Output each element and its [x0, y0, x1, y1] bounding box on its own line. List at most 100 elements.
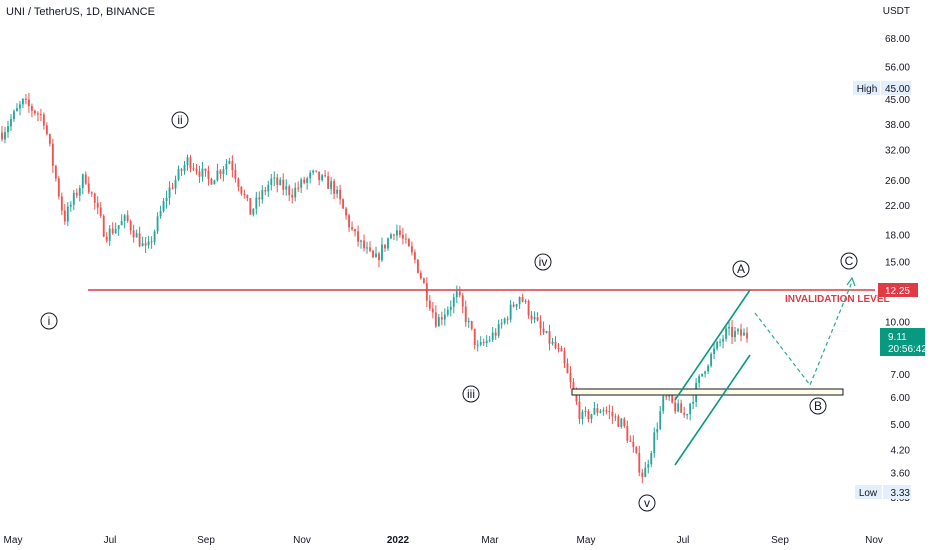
- candle: [204, 168, 207, 177]
- candle: [147, 235, 150, 249]
- candle: [4, 126, 6, 144]
- candle: [315, 170, 318, 173]
- candle: [632, 435, 635, 453]
- price-tick-11: 26.00: [885, 176, 910, 187]
- invalidation-price-tag: 12.25: [878, 283, 918, 297]
- candle: [614, 413, 617, 422]
- candle: [267, 180, 270, 197]
- candle: [461, 293, 464, 314]
- candles-layer: [1, 92, 748, 484]
- channel-upper-line[interactable]: [674, 289, 751, 401]
- candle: [746, 327, 748, 343]
- date-tick-3: Nov: [293, 535, 311, 546]
- support-zone-box[interactable]: [571, 388, 844, 396]
- candle: [312, 169, 315, 176]
- candle: [677, 399, 680, 413]
- candle: [60, 192, 63, 216]
- candle: [288, 184, 291, 202]
- candle: [656, 422, 659, 440]
- price-tick-2: 4.20: [891, 446, 911, 457]
- candle: [557, 343, 560, 353]
- svg-text:High: High: [857, 84, 878, 95]
- candle: [428, 294, 431, 311]
- candle: [300, 177, 303, 193]
- candle: [150, 236, 153, 249]
- candle: [443, 308, 446, 326]
- candle: [497, 319, 500, 339]
- candle: [357, 225, 359, 247]
- candle: [686, 413, 689, 420]
- date-tick-7: Jul: [677, 535, 690, 546]
- date-tick-2: Sep: [197, 535, 215, 546]
- candle: [195, 164, 198, 175]
- candle: [210, 177, 213, 185]
- candle: [689, 402, 692, 421]
- candle: [321, 173, 324, 182]
- candle: [662, 395, 665, 414]
- svg-text:3.33: 3.33: [891, 488, 911, 499]
- candle: [336, 185, 339, 199]
- candle: [482, 338, 485, 347]
- candle: [707, 364, 710, 374]
- candle: [446, 306, 449, 317]
- candle: [369, 241, 371, 253]
- candle: [518, 296, 521, 309]
- price-tick-5: 7.00: [891, 370, 911, 381]
- candle: [90, 191, 93, 197]
- candle: [413, 249, 416, 264]
- candle: [30, 103, 33, 118]
- candle: [551, 337, 554, 346]
- symbol-title: UNI / TetherUS, 1D, BINANCE: [6, 6, 155, 18]
- candle: [360, 239, 362, 249]
- candle: [177, 165, 180, 182]
- price-tick-3: 5.00: [891, 420, 911, 431]
- candle: [330, 176, 333, 195]
- candle: [93, 192, 96, 210]
- wave-label-iv: iv: [534, 253, 552, 271]
- candle: [464, 300, 467, 327]
- candle: [81, 173, 84, 195]
- candle: [246, 194, 249, 202]
- candle: [731, 319, 733, 345]
- candle: [123, 213, 126, 229]
- candle: [16, 103, 18, 112]
- candle: [366, 241, 368, 254]
- candle: [22, 98, 24, 109]
- channel-lower-line[interactable]: [674, 354, 751, 466]
- candle: [174, 175, 177, 195]
- candle: [7, 120, 9, 138]
- candle: [455, 285, 458, 303]
- svg-text:ii: ii: [177, 113, 182, 127]
- candle: [650, 450, 653, 468]
- candle: [611, 405, 614, 424]
- wave-labels: i ii iii iv v A B C: [40, 111, 858, 512]
- svg-text:i: i: [48, 314, 51, 328]
- candle: [48, 133, 51, 147]
- date-axis[interactable]: May Jul Sep Nov 2022 Mar May Jul Sep Nov: [4, 535, 883, 546]
- candle: [638, 445, 641, 477]
- wave-label-A: A: [732, 260, 750, 278]
- candle: [410, 241, 413, 256]
- candle: [563, 347, 566, 368]
- candle: [473, 328, 476, 350]
- candle: [285, 179, 288, 196]
- candle: [384, 244, 386, 252]
- candle: [51, 138, 54, 173]
- candle: [25, 93, 27, 105]
- projection-path[interactable]: [754, 281, 853, 387]
- candle: [306, 176, 309, 190]
- candle: [593, 401, 596, 415]
- candle: [476, 340, 479, 352]
- candle: [524, 298, 527, 304]
- wave-label-i: i: [40, 312, 58, 330]
- candle: [189, 155, 192, 173]
- price-tick-16: 68.00: [885, 34, 910, 45]
- price-axis[interactable]: USDT 3.053.604.205.006.007.0010.0015.001…: [853, 6, 927, 504]
- candle: [725, 325, 727, 342]
- candle: [378, 251, 380, 268]
- candle: [560, 345, 563, 352]
- candle: [201, 161, 204, 182]
- candle: [19, 100, 21, 116]
- candle: [135, 229, 138, 238]
